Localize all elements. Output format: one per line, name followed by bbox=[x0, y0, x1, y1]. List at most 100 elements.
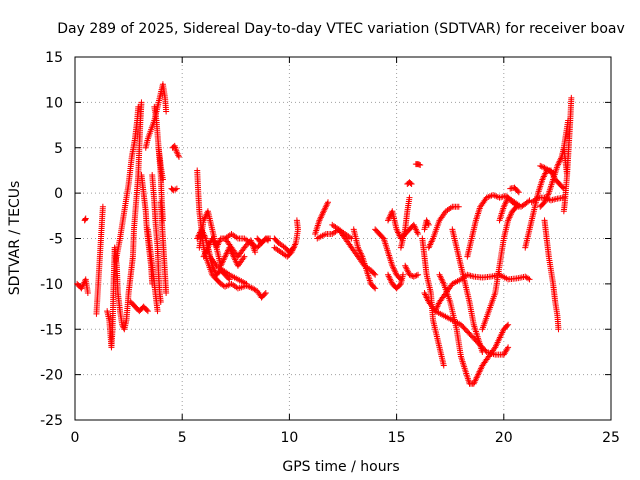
series-arc-aj bbox=[419, 235, 447, 369]
data-point bbox=[408, 181, 415, 188]
series-arc-f bbox=[127, 299, 151, 315]
series-arc-m bbox=[155, 144, 166, 183]
y-tick-label: -25 bbox=[40, 413, 63, 429]
y-tick-label: -20 bbox=[40, 368, 63, 384]
data-point bbox=[568, 94, 575, 101]
x-tick-label: 20 bbox=[495, 430, 513, 446]
data-point bbox=[289, 245, 296, 252]
data-point bbox=[243, 280, 250, 287]
data-point bbox=[135, 103, 142, 110]
data-point bbox=[548, 169, 555, 176]
series-arc-ac bbox=[372, 226, 404, 283]
x-tick-label: 0 bbox=[71, 430, 80, 446]
x-tick-label: 25 bbox=[602, 430, 620, 446]
chart-title: Day 289 of 2025, Sidereal Day-to-day VTE… bbox=[57, 21, 625, 37]
series-arc-d bbox=[104, 99, 145, 351]
data-point bbox=[504, 345, 511, 352]
series-arc-v bbox=[254, 235, 271, 247]
series-arc-b bbox=[81, 215, 89, 224]
axis-ticks bbox=[74, 56, 612, 421]
series-arc-x bbox=[271, 235, 297, 256]
x-tick-label: 15 bbox=[388, 430, 406, 446]
data-point bbox=[479, 348, 486, 355]
series-arc-ba bbox=[537, 162, 557, 177]
data-marks bbox=[74, 81, 575, 387]
data-point bbox=[555, 326, 562, 333]
data-point bbox=[82, 216, 89, 223]
data-point bbox=[173, 185, 180, 192]
y-tick-label: 0 bbox=[54, 186, 63, 202]
x-axis-label: GPS time / hours bbox=[282, 459, 399, 475]
series-arc-ah bbox=[404, 179, 415, 188]
series-arc-al bbox=[432, 271, 533, 315]
data-point bbox=[425, 221, 432, 228]
series-arc-s bbox=[200, 235, 248, 269]
data-point bbox=[559, 184, 566, 191]
data-point bbox=[406, 271, 413, 278]
series-arc-r bbox=[196, 208, 274, 251]
data-point bbox=[241, 253, 248, 260]
x-tick-label: 10 bbox=[280, 430, 298, 446]
data-point bbox=[504, 322, 511, 329]
data-point bbox=[261, 291, 268, 298]
data-point bbox=[538, 163, 545, 170]
data-point bbox=[512, 204, 519, 211]
series-arc-ai bbox=[412, 161, 424, 168]
data-point bbox=[505, 344, 512, 351]
series-arc-at bbox=[507, 184, 522, 196]
x-tick-label: 5 bbox=[178, 430, 187, 446]
data-point bbox=[226, 276, 233, 283]
data-point bbox=[525, 198, 532, 205]
y-tick-label: -15 bbox=[40, 322, 63, 338]
series-arc-ab bbox=[350, 226, 379, 292]
series-arc-e bbox=[112, 103, 142, 265]
data-point bbox=[252, 249, 259, 256]
data-point bbox=[372, 285, 379, 292]
data-point bbox=[163, 289, 170, 296]
series-arc-n bbox=[168, 185, 180, 194]
data-point bbox=[550, 170, 557, 177]
data-point bbox=[175, 153, 182, 160]
data-point bbox=[225, 275, 232, 282]
data-point bbox=[514, 188, 521, 195]
data-point bbox=[154, 308, 161, 315]
series-arc-ao bbox=[421, 217, 432, 233]
data-point bbox=[412, 273, 419, 280]
data-point bbox=[505, 321, 512, 328]
series-arc-af bbox=[397, 194, 413, 251]
data-point bbox=[371, 270, 378, 277]
data-point bbox=[144, 308, 151, 315]
data-point bbox=[415, 271, 422, 278]
data-point bbox=[159, 176, 166, 183]
data-point bbox=[84, 289, 91, 296]
data-point bbox=[324, 199, 331, 206]
series-arc-ax bbox=[541, 217, 562, 333]
data-point bbox=[407, 180, 414, 187]
series-arc-as bbox=[496, 194, 533, 224]
data-point bbox=[415, 230, 422, 237]
series-arc-u bbox=[222, 235, 259, 260]
y-tick-label: -5 bbox=[49, 232, 63, 248]
data-point bbox=[537, 162, 544, 169]
series-arc-l bbox=[157, 199, 170, 296]
series-arc-ar bbox=[479, 203, 520, 333]
axis-tick-labels: 0 5 10 15 20 25 -25 -20 -15 -10 -5 0 5 10 15 bbox=[40, 50, 620, 446]
data-point bbox=[264, 237, 271, 244]
data-point bbox=[241, 244, 248, 251]
series-arc-j bbox=[149, 171, 164, 306]
series-arc-ag bbox=[402, 262, 422, 280]
series-arc-ae bbox=[385, 271, 407, 292]
data-point bbox=[455, 203, 462, 210]
data-point bbox=[262, 289, 269, 296]
y-tick-label: 10 bbox=[45, 95, 63, 111]
data-point bbox=[138, 99, 145, 106]
data-point bbox=[413, 272, 420, 279]
data-point bbox=[372, 271, 379, 278]
y-tick-label: -10 bbox=[40, 277, 63, 293]
data-point bbox=[526, 276, 533, 283]
data-point bbox=[242, 243, 249, 250]
series-arc-an bbox=[436, 271, 512, 387]
series-arc-ap bbox=[449, 226, 486, 355]
data-point bbox=[243, 241, 250, 248]
